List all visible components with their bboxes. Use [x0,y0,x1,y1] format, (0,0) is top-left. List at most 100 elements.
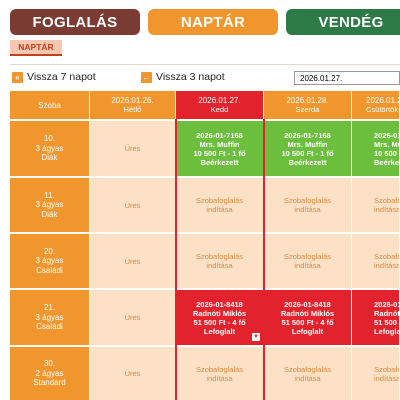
start-booking-label: Szobafoglalás [283,252,332,261]
start-booking-cell[interactable]: Szobafoglalás indítása [264,345,352,400]
booking-cell[interactable]: 2026-01-7168 Mrs. Muffin 10 500 Ft - 1 f… [264,119,352,176]
room-number: 30. [43,359,56,369]
start-booking-cell[interactable]: Szobafoglalás indítása [352,176,400,232]
start-booking-label: indítása [374,261,400,270]
start-booking-label: Szobafoglalás [195,196,244,205]
start-booking-label: Szobafoglalás [195,364,244,374]
start-booking-label: Szobafoglalás [374,196,399,205]
booking-status: Beérkezett [374,157,400,167]
booking-guest: Mrs. Muffin [287,139,328,149]
room-type: 3 ágyas [35,312,64,322]
empty-cell[interactable]: Üres [90,176,176,232]
empty-cell[interactable]: Üres [90,345,176,400]
booking-cell[interactable]: 2026-01-8418 Radnóti Miklós 51 500 Ft - … [352,288,400,345]
double-chevron-left-icon: « [12,71,23,83]
day-header-0: 2026.01.26. Hétfő [90,91,176,119]
back-3-days-label: Vissza 3 napot [156,71,225,83]
booking-id: 2026-01-7168 [284,130,331,140]
booking-guest: Mrs. Muffin [199,139,240,149]
start-booking-label: indítása [206,261,233,270]
start-booking-cell[interactable]: Szobafoglalás indítása [176,345,264,400]
empty-cell[interactable]: Üres [90,232,176,288]
booking-guest: Radnóti Miklós [192,308,247,318]
booking-price: 10 500 Ft - 1 fő [374,148,399,158]
room-label: 20. 3 ágyas Családi [10,232,90,288]
room-category: Családi [36,322,63,332]
room-label: 11. 3 ágyas Diák [10,176,90,232]
today-line-right [263,119,265,400]
start-booking-label: indítása [294,261,321,270]
arrow-left-icon: ← [141,71,152,83]
start-booking-label: Szobafoglalás [283,196,332,205]
date-toolbar: « Vissza 7 napot ← Vissza 3 napot [0,71,400,87]
booking-cell[interactable]: 2026-01-8418 Radnóti Miklós 51 500 Ft - … [176,288,264,345]
tab-naptar[interactable]: NAPTÁR [148,9,278,35]
back-7-days-button[interactable]: « Vissza 7 napot [12,71,96,83]
booking-price: 10 500 Ft - 1 fő [281,148,334,158]
start-booking-label: indítása [374,373,400,383]
booking-status: Beérkezett [200,157,239,167]
start-booking-label: Szobafoglalás [283,364,332,374]
start-booking-cell[interactable]: Szobafoglalás indítása [176,176,264,232]
day-name: Csütörtök [366,105,399,114]
start-booking-label: indítása [206,373,233,383]
today-line-left [175,119,177,400]
booking-status: Lefoglalt [291,326,324,336]
top-tabs: FOGLALÁS NAPTÁR VENDÉG [0,0,400,40]
booking-status: Lefoglalt [203,326,236,336]
start-booking-label: indítása [294,205,321,214]
dropdown-arrow-icon[interactable]: ▼ [252,333,260,341]
day-date: 2026.01.28. [286,96,329,105]
booking-cell[interactable]: 2026-01-7168 Mrs. Muffin 10 500 Ft - 1 f… [176,119,264,176]
room-label: 30. 2 ágyas Standard [10,345,90,400]
day-header-2: 2026.01.28. Szerda [264,91,352,119]
start-booking-label: indítása [206,205,233,214]
empty-cell[interactable]: Üres [90,119,176,176]
day-name: Szerda [295,105,320,114]
booking-id: 2026-01-7168 [374,130,399,140]
booking-guest: Radnóti Miklós [280,308,335,318]
start-booking-cell[interactable]: Szobafoglalás indítása [352,232,400,288]
day-name: Hétfő [123,105,142,114]
booking-cell[interactable]: 2026-01-8418 Radnóti Miklós 51 500 Ft - … [264,288,352,345]
room-category: Családi [36,265,63,275]
booking-guest: Mrs. Muffin [374,139,399,149]
booking-price: 51 500 Ft - 4 fő [281,317,334,327]
start-booking-cell[interactable]: Szobafoglalás indítása [176,232,264,288]
booking-id: 2026-01-8418 [284,299,331,309]
empty-cell[interactable]: Üres [90,288,176,345]
day-header-3: 2026.01.29. Csütörtök [352,91,400,119]
booking-guest: Radnóti Miklós [374,308,400,318]
start-booking-cell[interactable]: Szobafoglalás indítása [264,176,352,232]
room-type: 2 ágyas [35,368,64,378]
room-number: 11. [44,190,55,200]
tab-foglalas[interactable]: FOGLALÁS [10,9,140,35]
booking-status: Beérkezett [288,157,327,167]
room-category: Diák [41,209,58,219]
day-date: 2026.01.26. [111,96,154,105]
back-7-days-label: Vissza 7 napot [27,71,96,83]
room-number: 10. [43,134,56,144]
start-booking-cell[interactable]: Szobafoglalás indítása [264,232,352,288]
back-3-days-button[interactable]: ← Vissza 3 napot [141,71,225,83]
room-label: 10. 3 ágyas Diák [10,119,90,176]
room-type: 3 ágyas [35,143,64,153]
booking-id: 2026-01-7168 [196,130,243,140]
subtab-naptar[interactable]: NAPTÁR [10,40,62,56]
booking-id: 2026-01-8418 [196,299,243,309]
booking-id: 2026-01-8418 [374,299,399,309]
day-header-1-today: 2026.01.27. Kedd [176,91,264,119]
room-category: Standard [33,378,66,388]
room-category: Diák [41,153,58,163]
booking-status: Lefoglalt [374,326,399,336]
start-booking-label: Szobafoglalás [374,364,399,374]
room-type: 3 ágyas [35,256,64,266]
start-booking-label: Szobafoglalás [374,252,399,261]
booking-cell[interactable]: 2026-01-7168 Mrs. Muffin 10 500 Ft - 1 f… [352,119,400,176]
booking-price: 51 500 Ft - 4 fő [374,317,399,327]
day-name: Kedd [210,105,229,114]
date-input[interactable] [294,71,400,85]
room-column-header: Szoba [10,91,90,119]
start-booking-cell[interactable]: Szobafoglalás indítása [352,345,400,400]
tab-vendeg[interactable]: VENDÉG [286,9,400,35]
